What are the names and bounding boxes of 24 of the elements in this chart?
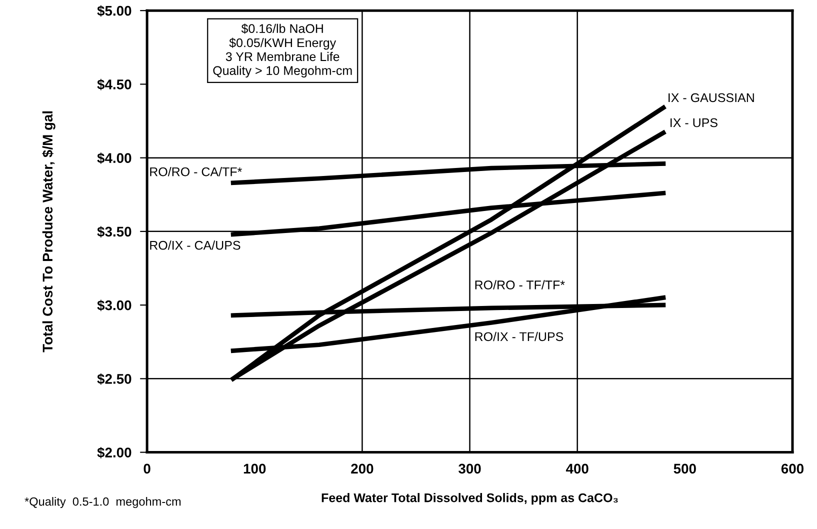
y-axis-title: Total Cost To Produce Water, $/M gal xyxy=(42,111,56,352)
annotation: IX - UPS xyxy=(670,118,718,128)
x-tick-label: 400 xyxy=(566,464,588,474)
annotation: RO/IX - CA/UPS xyxy=(150,240,240,250)
y-tick-label: $3.00 xyxy=(97,300,132,312)
x-tick-label: 200 xyxy=(351,464,374,474)
x-tick-label: 100 xyxy=(244,464,266,474)
y-tick-label: $2.50 xyxy=(97,373,132,385)
annotation: IX - GAUSSIAN xyxy=(668,93,754,102)
y-tick-label: $4.50 xyxy=(97,78,132,90)
text: *Quality 0.5-1.0 megohm-cm xyxy=(24,497,181,508)
annotation: $0.16/lb NaOH $0.05/KWH Energy 3 YR Membrane Life Quality > 10 Megohm-cm xyxy=(213,24,352,78)
y-tick-label: $5.00 xyxy=(97,5,132,17)
x-axis-title: Feed Water Total Dissolved Solids, ppm as CaCO₃ xyxy=(322,493,618,505)
x-tick-label: 0 xyxy=(144,464,150,474)
x-tick-label: 300 xyxy=(458,464,481,474)
y-tick-label: $3.50 xyxy=(97,226,132,238)
annotation: RO/IX - TF/UPS xyxy=(475,332,564,342)
y-tick-label: $2.00 xyxy=(97,447,132,458)
x-tick-label: 600 xyxy=(781,464,804,474)
annotation: RO/RO - CA/TF* xyxy=(150,167,242,176)
y-tick-label: $4.00 xyxy=(97,152,132,164)
x-tick-label: 500 xyxy=(674,464,696,474)
annotation: RO/RO - TF/TF* xyxy=(475,280,565,290)
